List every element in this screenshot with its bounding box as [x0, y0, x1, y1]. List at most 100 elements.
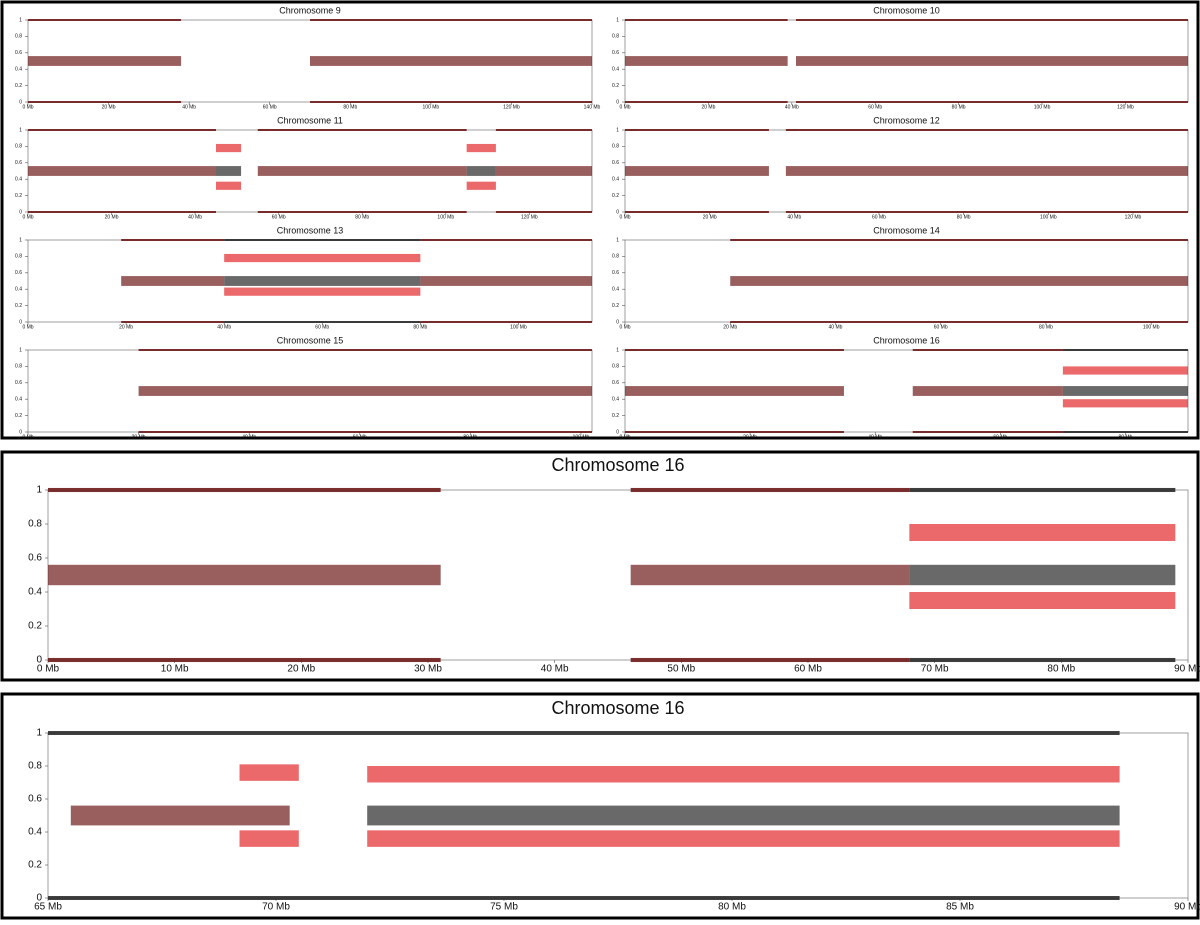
- chart-title: Chromosome 10: [873, 5, 940, 15]
- baf-cluster: [70, 805, 290, 826]
- y-tick-label: 0: [36, 893, 42, 904]
- x-tick-label: 100 Mb: [1143, 324, 1160, 330]
- baf-cluster: [909, 592, 1176, 609]
- x-tick-label: 80 Mb: [413, 324, 427, 330]
- chart-title: Chromosome 14: [873, 225, 940, 235]
- y-tick-label: 0.6: [15, 270, 22, 276]
- x-tick-label: 100 Mb: [437, 214, 454, 220]
- panel-frame: [0, 692, 1200, 920]
- baf-cluster: [367, 805, 1120, 826]
- baf-cluster: [48, 487, 441, 493]
- baf-cluster: [1062, 431, 1188, 433]
- baf-cluster: [216, 166, 242, 176]
- y-tick-label: 1: [36, 728, 42, 739]
- x-tick-label: 80 Mb: [463, 434, 477, 440]
- baf-cluster: [625, 101, 788, 103]
- baf-cluster: [48, 564, 441, 586]
- baf-cluster: [224, 321, 421, 323]
- baf-cluster: [625, 349, 844, 351]
- x-tick-label: 20 Mb: [132, 434, 146, 440]
- chart-title: Chromosome 16: [873, 335, 940, 345]
- baf-cluster: [121, 239, 225, 241]
- y-tick-label: 0.2: [28, 621, 42, 632]
- baf-cluster: [912, 431, 1063, 433]
- chart-title: Chromosome 16: [551, 698, 684, 718]
- baf-cluster: [785, 129, 1188, 131]
- baf-cluster: [785, 211, 1188, 213]
- x-tick-label: 40 Mb: [188, 214, 202, 220]
- y-tick-label: 0.2: [28, 860, 42, 871]
- x-tick-label: 0 Mb: [22, 434, 33, 440]
- baf-cluster: [730, 321, 1188, 323]
- x-tick-label: 50 Mb: [667, 664, 695, 675]
- chart-title: Chromosome 13: [277, 225, 344, 235]
- baf-cluster: [912, 386, 1063, 396]
- y-tick-label: 0.6: [612, 270, 619, 276]
- x-tick-label: 0 Mb: [37, 664, 60, 675]
- chart-title: Chromosome 9: [279, 5, 341, 15]
- y-tick-label: 0: [19, 429, 22, 435]
- baf-cluster: [420, 276, 592, 286]
- x-tick-label: 90 Mb: [1174, 664, 1200, 675]
- x-tick-label: 80 Mb: [952, 104, 966, 110]
- baf-cluster: [28, 129, 216, 131]
- x-tick-label: 60 Mb: [993, 434, 1007, 440]
- baf-cluster: [216, 181, 242, 190]
- x-tick-label: 60 Mb: [872, 214, 886, 220]
- x-tick-label: 90 Mb: [1174, 902, 1200, 913]
- x-tick-label: 80 Mb: [957, 214, 971, 220]
- x-tick-label: 0 Mb: [22, 324, 33, 330]
- y-tick-label: 0.4: [28, 827, 42, 838]
- x-tick-label: 0 Mb: [619, 214, 630, 220]
- y-tick-label: 0.4: [15, 177, 22, 183]
- y-tick-label: 0.8: [28, 761, 42, 772]
- baf-cluster: [257, 129, 467, 131]
- baf-cluster: [730, 239, 1188, 241]
- y-tick-label: 0.8: [15, 364, 22, 370]
- y-tick-label: 0: [19, 99, 22, 105]
- baf-cluster: [239, 764, 299, 781]
- baf-cluster: [420, 239, 592, 241]
- baf-cluster: [909, 524, 1176, 541]
- y-tick-label: 1: [616, 127, 619, 133]
- x-tick-label: 85 Mb: [946, 902, 974, 913]
- baf-cluster: [28, 19, 182, 21]
- baf-cluster: [1062, 386, 1188, 396]
- x-tick-label: 70 Mb: [262, 902, 290, 913]
- y-tick-label: 0.2: [15, 303, 22, 309]
- x-tick-label: 30 Mb: [414, 664, 442, 675]
- y-tick-label: 0.4: [15, 67, 22, 73]
- x-tick-label: 100 Mb: [1040, 214, 1057, 220]
- x-tick-label: 60 Mb: [934, 324, 948, 330]
- baf-cluster: [28, 101, 182, 103]
- baf-cluster: [625, 56, 788, 66]
- baf-cluster: [1062, 349, 1188, 351]
- baf-cluster: [495, 166, 592, 176]
- x-tick-label: 20 Mb: [105, 214, 119, 220]
- x-tick-label: 0 Mb: [619, 324, 630, 330]
- baf-cluster: [912, 349, 1063, 351]
- baf-cluster: [1062, 399, 1188, 408]
- y-tick-label: 0.8: [612, 144, 619, 150]
- y-tick-label: 0.8: [612, 34, 619, 40]
- x-tick-label: 40 Mb: [829, 324, 843, 330]
- x-tick-label: 10 Mb: [161, 664, 189, 675]
- chart-title: Chromosome 16: [551, 455, 684, 475]
- baf-cluster: [495, 211, 592, 213]
- baf-cluster: [1062, 366, 1188, 375]
- y-tick-label: 0.8: [612, 364, 619, 370]
- y-tick-label: 0.6: [612, 380, 619, 386]
- baf-cluster: [630, 564, 910, 586]
- y-tick-label: 0.8: [612, 254, 619, 260]
- baf-cluster: [224, 239, 421, 241]
- chart-title: Chromosome 15: [277, 335, 344, 345]
- baf-cluster: [239, 830, 299, 847]
- x-tick-label: 80 Mb: [1118, 434, 1132, 440]
- y-tick-label: 0.8: [15, 144, 22, 150]
- y-tick-label: 0.6: [15, 50, 22, 56]
- y-tick-label: 0.6: [15, 380, 22, 386]
- baf-cluster: [121, 276, 225, 286]
- baf-cluster: [257, 166, 467, 176]
- x-tick-label: 100 Mb: [423, 104, 440, 110]
- x-tick-label: 20 Mb: [701, 104, 715, 110]
